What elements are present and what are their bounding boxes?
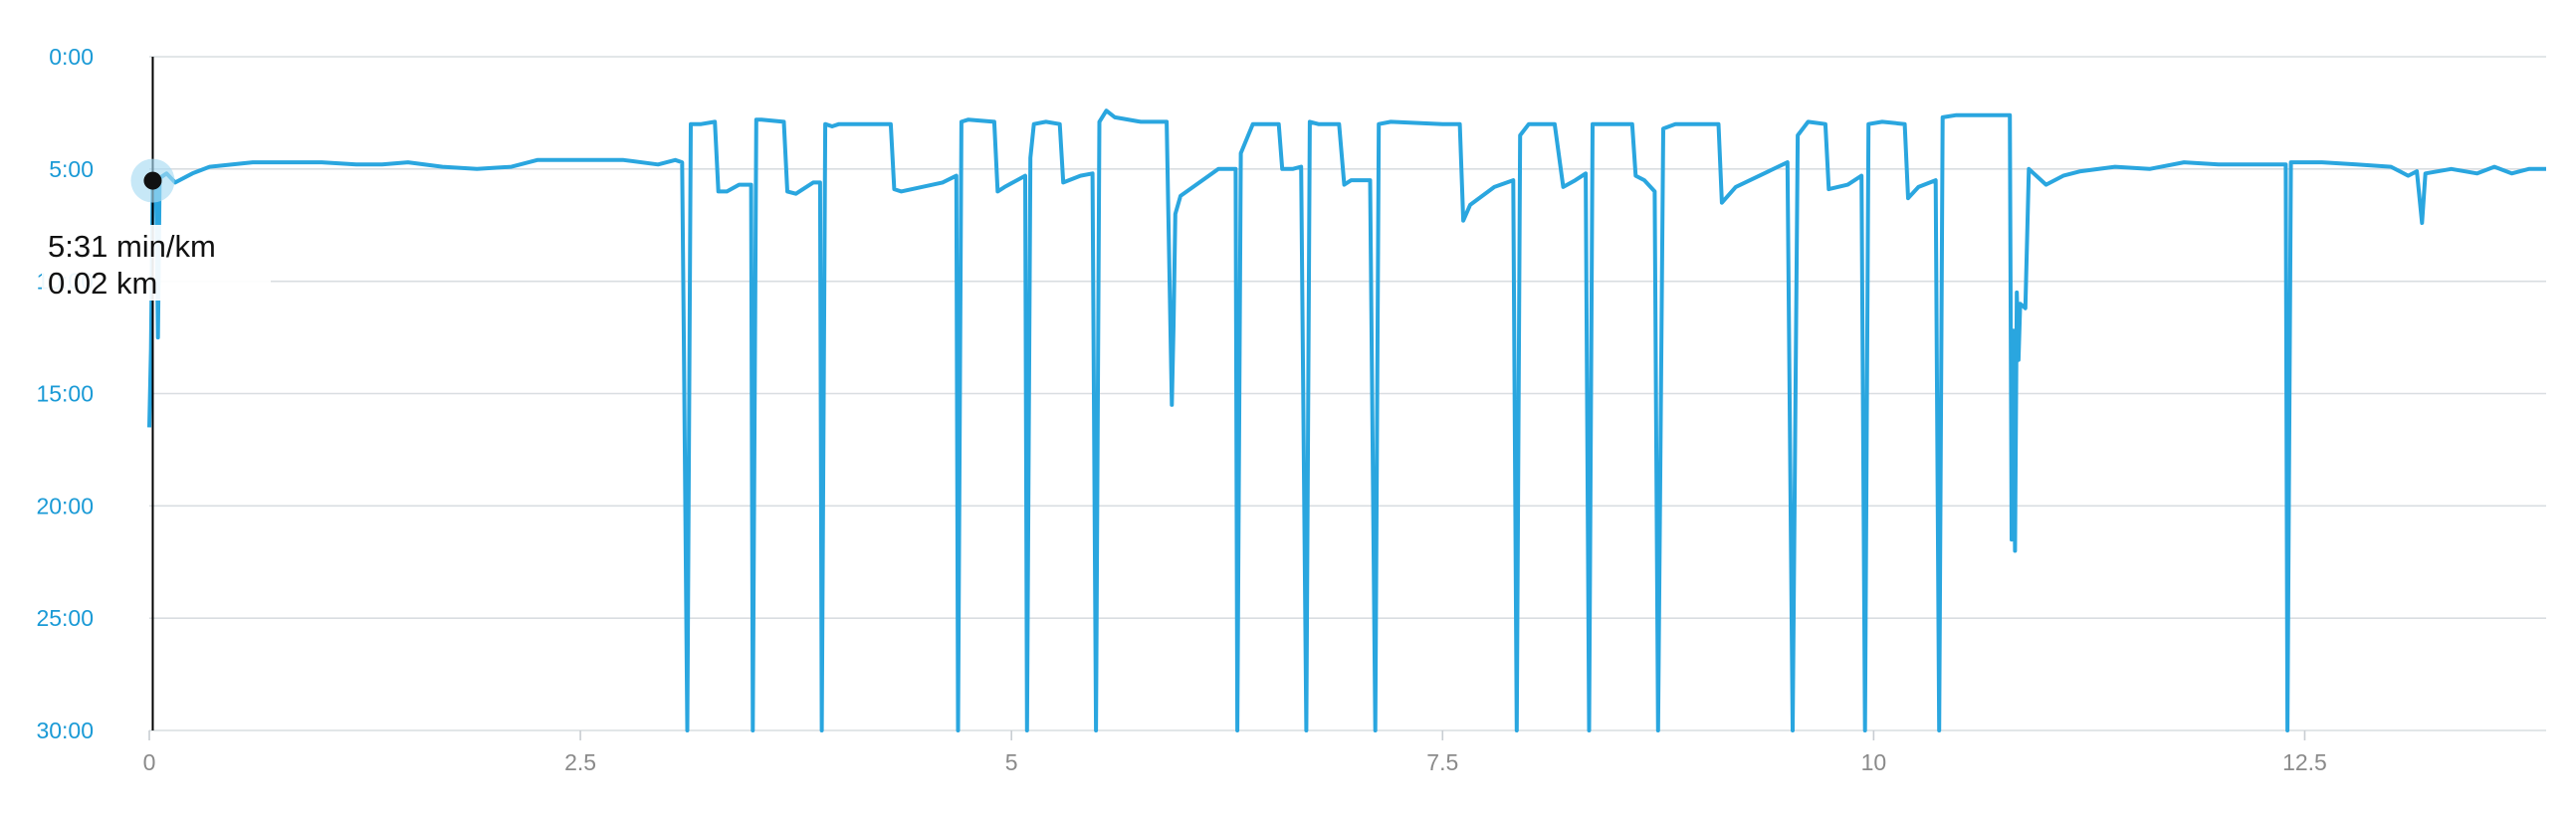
y-tick-label: 30:00 [36, 718, 94, 743]
y-tick-label: 5:00 [49, 156, 94, 182]
y-tick-label: 25:00 [36, 605, 94, 631]
y-tick-label: 0:00 [49, 44, 94, 70]
y-tick-label: 15:00 [36, 381, 94, 407]
tooltip-distance: 0.02 km [48, 266, 157, 301]
x-tick-label: 5 [1005, 749, 1018, 775]
hover-point[interactable] [143, 171, 162, 190]
x-tick-label: 12.5 [2282, 749, 2327, 775]
tooltip-pace: 5:31 min/km [48, 229, 216, 264]
x-axis: 0 2.5 5 7.5 10 12.5 [143, 730, 2327, 775]
tooltip-background [42, 225, 271, 301]
tooltip: 5:31 min/km 0.02 km [42, 225, 271, 301]
x-tick-label: 2.5 [564, 749, 596, 775]
pace-series-line[interactable] [147, 108, 2546, 732]
x-tick-label: 10 [1861, 749, 1887, 775]
x-tick-label: 0 [143, 749, 156, 775]
y-tick-label: 20:00 [36, 493, 94, 518]
grid-lines [149, 56, 2546, 731]
x-tick-label: 7.5 [1426, 749, 1458, 775]
